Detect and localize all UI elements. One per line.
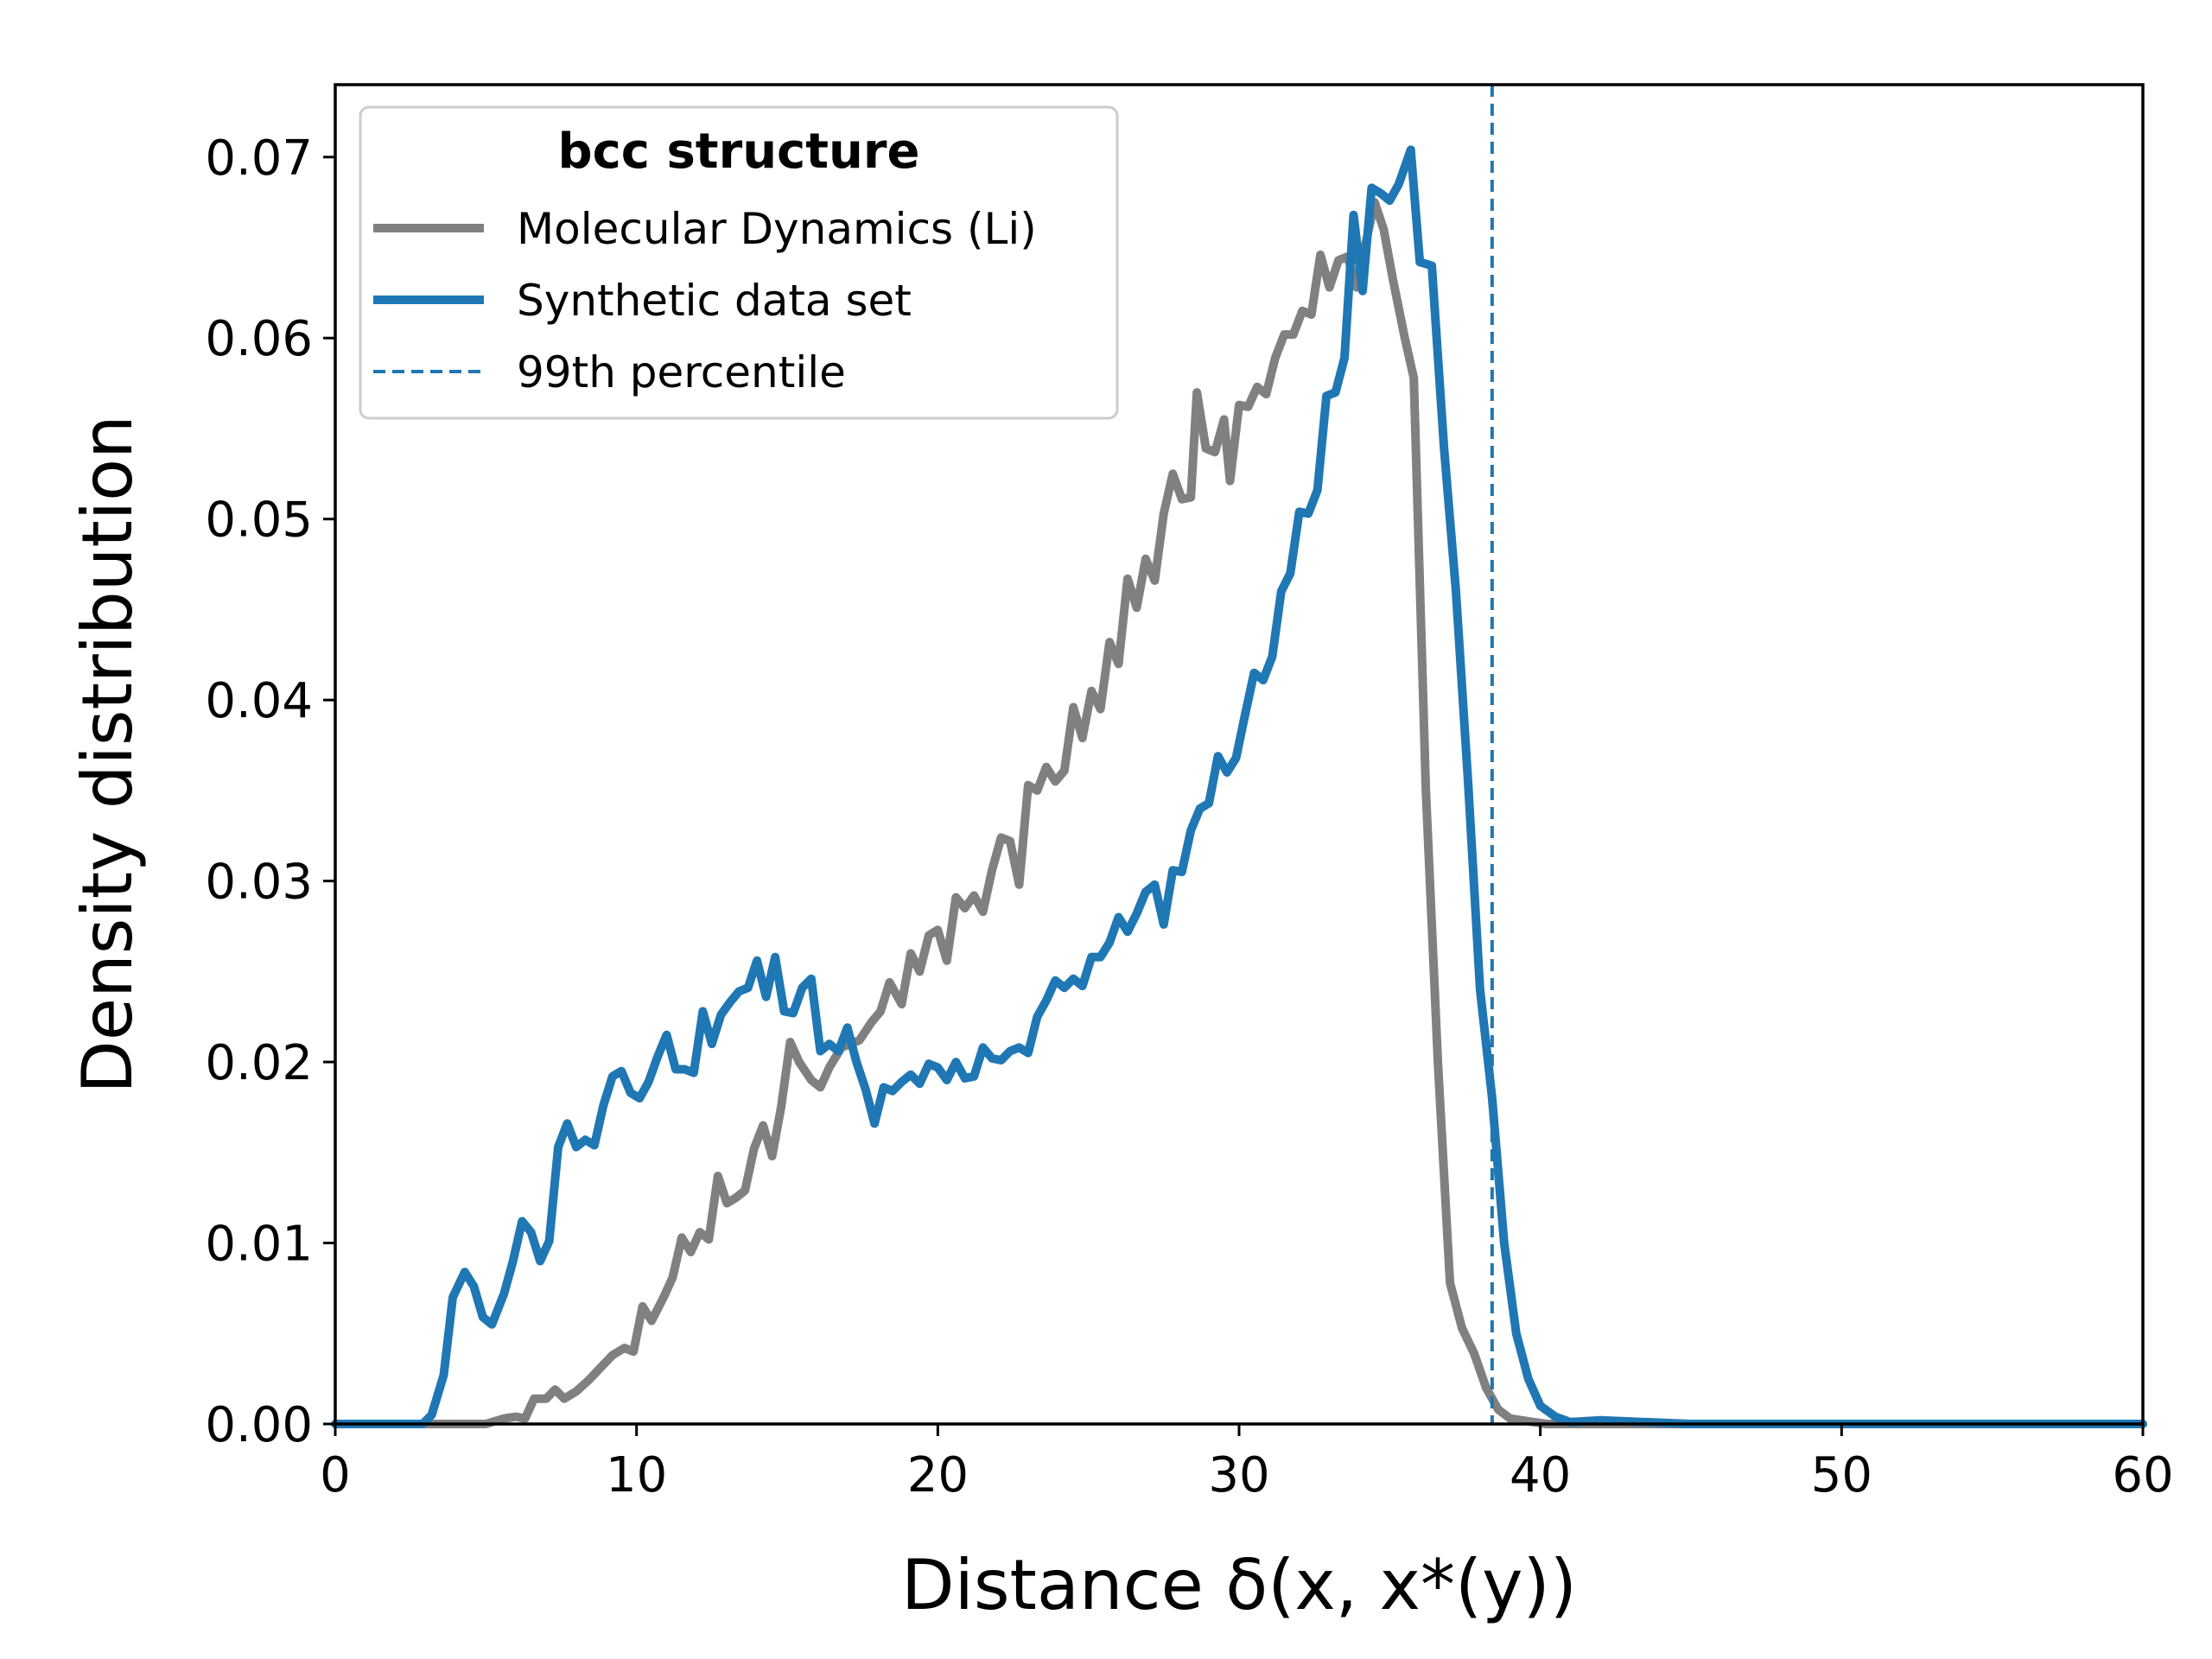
x-tick-label: 10 [606,1447,667,1503]
plot-content [331,85,2147,1428]
y-tick-label: 0.03 [205,855,313,911]
x-tick-label: 20 [907,1447,969,1503]
series-layer [331,145,2147,1428]
x-axis-label: Distance δ(x, x*(y)) [901,1545,1577,1625]
y-tick-label: 0.05 [205,493,313,549]
x-tick-label: 50 [1811,1447,1872,1503]
y-tick-label: 0.04 [205,673,313,729]
legend-title: bcc structure [558,124,920,180]
y-axis-ticks: 0.00 0.01 0.02 0.03 0.04 0.05 0.06 0.07 [205,130,335,1453]
y-tick-label: 0.00 [205,1397,313,1453]
legend: bcc structure Molecular Dynamics (Li) Sy… [359,105,1119,420]
y-tick-label: 0.02 [205,1035,313,1091]
x-tick-label: 60 [2112,1447,2173,1503]
y-tick-label: 0.01 [205,1217,313,1273]
y-tick-label: 0.06 [205,311,313,367]
x-tick-label: 0 [320,1447,351,1503]
legend-label-md: Molecular Dynamics (Li) [517,204,1037,254]
y-tick-label: 0.07 [205,130,313,187]
x-tick-label: 30 [1208,1447,1269,1503]
series-line-synthetic [331,145,2147,1428]
legend-box [359,105,1119,420]
legend-label-synthetic: Synthetic data set [517,276,912,326]
x-tick-label: 40 [1510,1447,1571,1503]
legend-label-percentile: 99th percentile [517,347,846,397]
x-axis-ticks: 0 10 20 30 40 50 60 [320,1424,2174,1503]
y-axis-label: Density distribution [67,415,148,1093]
